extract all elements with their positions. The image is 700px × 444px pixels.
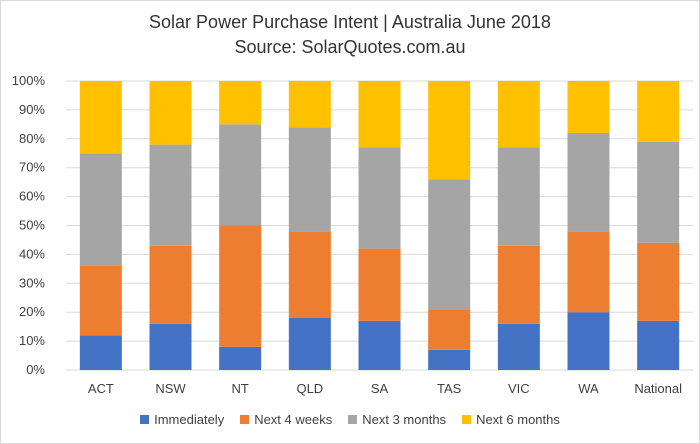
- bar-segment: [497, 81, 540, 148]
- y-tick-label: 0%: [26, 362, 45, 377]
- legend-item: Next 4 weeks: [240, 412, 332, 427]
- legend-item: Next 3 months: [348, 412, 446, 427]
- y-tick-label: 60%: [19, 189, 45, 204]
- bar-segment: [567, 312, 610, 370]
- bar-segment: [428, 179, 471, 310]
- bar-segment: [358, 320, 401, 370]
- bar-segment: [428, 309, 471, 350]
- bars: [79, 81, 680, 370]
- legend-label: Next 3 months: [362, 412, 447, 427]
- y-tick-label: 40%: [19, 246, 45, 261]
- bar-segment: [637, 320, 680, 370]
- bar-segment: [497, 323, 540, 370]
- bar-segment: [637, 141, 680, 243]
- bar-segment: [567, 81, 610, 134]
- y-tick-label: 50%: [19, 218, 45, 233]
- legend-swatch: [240, 415, 250, 424]
- bar-segment: [79, 81, 122, 154]
- x-tick-label: WA: [578, 381, 599, 396]
- x-tick-label: VIC: [508, 381, 530, 396]
- legend-label: Immediately: [154, 412, 225, 427]
- bar-segment: [567, 231, 610, 313]
- y-tick-label: 70%: [19, 160, 45, 175]
- chart-title: Solar Power Purchase Intent | Australia …: [149, 12, 551, 32]
- legend-swatch: [462, 415, 472, 424]
- bar-segment: [149, 323, 192, 370]
- bar-segment: [219, 81, 262, 125]
- bar-segment: [288, 127, 331, 232]
- chart-subtitle: Source: SolarQuotes.com.au: [234, 37, 466, 57]
- bar-segment: [288, 81, 331, 128]
- bar-segment: [219, 225, 262, 347]
- bar-segment: [288, 317, 331, 370]
- legend-label: Next 4 weeks: [254, 412, 333, 427]
- bar-segment: [79, 265, 122, 336]
- legend-swatch: [140, 415, 150, 424]
- x-tick-label: QLD: [296, 381, 323, 396]
- bar-segment: [288, 231, 331, 318]
- x-axis-ticks: ACT NSW NT QLD SA TAS VIC WA National: [88, 381, 682, 396]
- legend-swatch: [348, 415, 358, 424]
- bar-segment: [358, 248, 401, 321]
- x-tick-label: NT: [231, 381, 248, 396]
- y-tick-label: 80%: [19, 131, 45, 146]
- bar-segment: [149, 81, 192, 145]
- bar-segment: [149, 144, 192, 246]
- y-tick-label: 100%: [12, 73, 46, 88]
- bar-segment: [358, 81, 401, 148]
- bar-segment: [149, 245, 192, 324]
- bar-segment: [79, 335, 122, 370]
- x-tick-label: National: [634, 381, 682, 396]
- bar-segment: [79, 153, 122, 266]
- x-tick-label: ACT: [88, 381, 114, 396]
- bar-segment: [497, 147, 540, 246]
- y-tick-label: 20%: [19, 304, 45, 319]
- legend-item: Immediately: [140, 412, 224, 427]
- x-tick-label: NSW: [155, 381, 186, 396]
- bar-segment: [637, 81, 680, 142]
- x-tick-label: SA: [371, 381, 389, 396]
- bar-segment: [219, 346, 262, 370]
- legend: Immediately Next 4 weeks Next 3 months Next…: [1, 412, 699, 427]
- bar-segment: [428, 349, 471, 370]
- bar-segment: [219, 124, 262, 226]
- bar-segment: [428, 81, 471, 180]
- bar-segment: [637, 242, 680, 321]
- y-tick-label: 30%: [19, 275, 45, 290]
- bar-segment: [567, 133, 610, 232]
- y-tick-label: 10%: [19, 333, 45, 348]
- bar-segment: [497, 245, 540, 324]
- legend-item: Next 6 months: [462, 412, 560, 427]
- y-tick-label: 90%: [19, 102, 45, 117]
- legend-label: Next 6 months: [476, 412, 560, 427]
- y-axis-ticks: 0% 10% 20% 30% 40% 50% 60% 70% 80% 90% 100%: [12, 73, 46, 377]
- x-tick-label: TAS: [437, 381, 462, 396]
- bar-segment: [358, 147, 401, 249]
